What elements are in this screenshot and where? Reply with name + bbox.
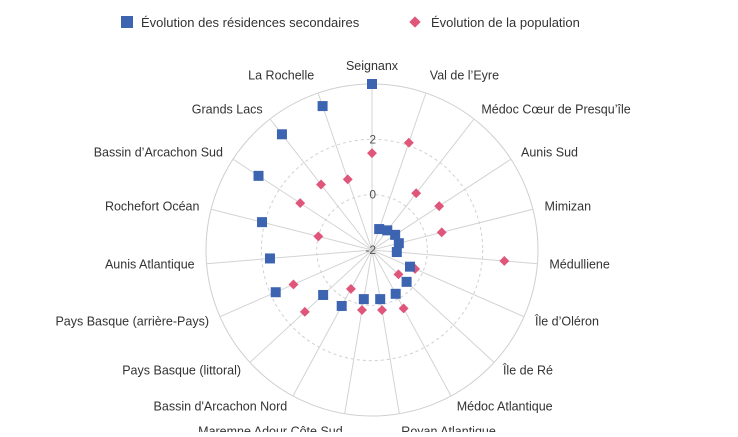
residences-point[interactable] bbox=[336, 300, 347, 311]
population-point[interactable] bbox=[295, 198, 306, 209]
radar-spoke bbox=[206, 249, 373, 265]
residences-point[interactable] bbox=[390, 229, 401, 240]
population-point[interactable] bbox=[345, 283, 356, 294]
population-point[interactable] bbox=[434, 201, 445, 212]
radar-spoke bbox=[371, 249, 495, 363]
legend-label-residences: Évolution des résidences secondaires bbox=[141, 15, 360, 30]
residences-point[interactable] bbox=[317, 101, 328, 112]
population-point[interactable] bbox=[377, 305, 387, 315]
category-label: La Rochelle bbox=[248, 69, 314, 83]
category-labels: Seignanx Val de l’Eyre Médoc Cœur de Presq… bbox=[55, 59, 630, 437]
category-label: Aunis Atlantique bbox=[105, 258, 195, 272]
radar-spoke bbox=[292, 249, 373, 397]
residences-point[interactable] bbox=[257, 217, 268, 228]
residences-point[interactable] bbox=[401, 276, 412, 287]
population-point[interactable] bbox=[411, 188, 422, 199]
residences-point[interactable] bbox=[270, 287, 281, 298]
population-point[interactable] bbox=[403, 137, 414, 148]
residences-point[interactable] bbox=[382, 225, 393, 236]
legend: Évolution des résidences secondaires Évo… bbox=[121, 15, 580, 30]
category-label: Bassin d’Arcachon Sud bbox=[94, 146, 223, 160]
category-label: Aunis Sud bbox=[521, 146, 578, 160]
radial-tick-label: 0 bbox=[369, 188, 376, 202]
category-label: Rochefort Océan bbox=[105, 199, 200, 213]
population-point[interactable] bbox=[436, 227, 447, 238]
radar-spoke bbox=[371, 249, 400, 414]
population-point[interactable] bbox=[367, 148, 377, 159]
residences-point[interactable] bbox=[264, 253, 275, 264]
residences-point[interactable] bbox=[391, 247, 402, 258]
population-point[interactable] bbox=[393, 269, 404, 280]
legend-label-population: Évolution de la population bbox=[431, 15, 580, 30]
category-label: Bassin d'Arcachon Nord bbox=[154, 400, 288, 414]
population-point[interactable] bbox=[299, 306, 310, 317]
category-label: Pays Basque (littoral) bbox=[122, 364, 241, 378]
category-label: Médoc Cœur de Presqu’île bbox=[481, 103, 630, 117]
category-label: Médoc Atlantique bbox=[457, 400, 553, 414]
radar-spoke bbox=[210, 208, 373, 251]
residences-point[interactable] bbox=[276, 129, 287, 140]
population-point[interactable] bbox=[288, 279, 299, 290]
grid-circle bbox=[260, 138, 484, 362]
legend-item-residences[interactable]: Évolution des résidences secondaires bbox=[121, 15, 360, 30]
residences-point[interactable] bbox=[374, 224, 385, 235]
legend-square-marker bbox=[121, 16, 133, 28]
residences-point[interactable] bbox=[390, 288, 401, 299]
population-point[interactable] bbox=[342, 174, 353, 185]
category-label: Mimizan bbox=[545, 199, 592, 213]
population-point[interactable] bbox=[357, 305, 367, 315]
category-label: Pays Basque (arrière-Pays) bbox=[55, 315, 209, 329]
category-label: Royan Atlantique bbox=[401, 425, 496, 432]
category-label: Seignanx bbox=[346, 59, 399, 73]
residences-point[interactable] bbox=[367, 79, 377, 89]
category-label: Médulliene bbox=[549, 258, 610, 272]
series-residences bbox=[253, 79, 415, 311]
residences-point[interactable] bbox=[358, 294, 369, 305]
category-label: Maremne Adour Côte Sud bbox=[198, 425, 343, 432]
residences-point[interactable] bbox=[405, 261, 415, 272]
radar-spoke bbox=[317, 92, 373, 251]
legend-item-population[interactable]: Évolution de la population bbox=[409, 15, 580, 30]
radial-tick-label: 2 bbox=[369, 132, 376, 146]
radar-spoke bbox=[371, 249, 525, 318]
radar-spoke bbox=[249, 249, 373, 363]
residences-point[interactable] bbox=[253, 170, 264, 181]
population-point[interactable] bbox=[398, 303, 409, 314]
radar-spoke bbox=[344, 249, 373, 414]
population-point[interactable] bbox=[499, 256, 510, 266]
population-point[interactable] bbox=[316, 179, 326, 190]
residences-point[interactable] bbox=[393, 238, 404, 249]
legend-diamond-marker bbox=[409, 16, 421, 28]
category-label: Val de l’Eyre bbox=[430, 69, 499, 83]
residences-point[interactable] bbox=[375, 294, 386, 305]
category-label: Île de Ré bbox=[502, 363, 553, 378]
radar-spoke bbox=[371, 249, 452, 397]
radar-spokes bbox=[206, 84, 538, 414]
radial-tick-label: -2 bbox=[365, 243, 376, 257]
radar-spoke bbox=[371, 92, 427, 251]
category-label: Île d’Oléron bbox=[534, 314, 599, 329]
residences-point[interactable] bbox=[318, 289, 329, 300]
population-point[interactable] bbox=[313, 231, 324, 242]
category-label: Grands Lacs bbox=[192, 103, 263, 117]
